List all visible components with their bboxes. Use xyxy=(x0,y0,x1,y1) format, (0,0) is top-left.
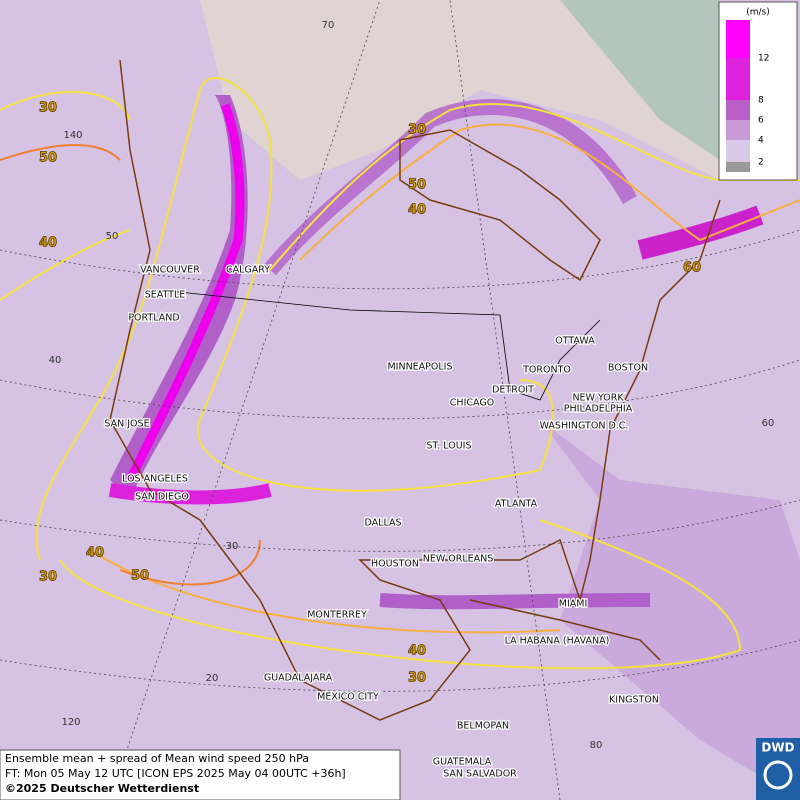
sea-north xyxy=(560,0,720,160)
border xyxy=(159,289,601,401)
spread-east xyxy=(540,420,800,800)
logo-icon xyxy=(763,760,793,790)
isotach-50b xyxy=(0,144,121,161)
jet-north xyxy=(263,99,637,276)
city-label: CALGARY xyxy=(226,265,270,276)
contour-label: 40 xyxy=(39,236,57,251)
swatch xyxy=(726,58,750,100)
city-label: MIAMI xyxy=(559,599,588,610)
contour-label: 50 xyxy=(39,151,57,166)
city-label: TORONTO xyxy=(522,365,571,376)
swatch xyxy=(726,140,750,162)
caption-time: FT: Mon 05 May 12 UTC [ICON EPS 2025 May… xyxy=(5,767,346,780)
contour-label: 30 xyxy=(39,101,57,116)
legend-tick: 12 xyxy=(758,54,769,64)
isotach-30b xyxy=(59,519,742,670)
city-label: NEW YORK xyxy=(572,393,624,404)
grid-label: 120 xyxy=(61,717,80,728)
contour-label: 30 xyxy=(408,671,426,686)
contour-label: 40 xyxy=(408,203,426,218)
grid-label: 20 xyxy=(206,673,219,684)
city-label: SAN SALVADOR xyxy=(443,769,517,780)
city-label: GUATEMALA xyxy=(433,757,492,768)
contour-label: 60 xyxy=(683,261,701,276)
grid-label: 70 xyxy=(322,20,335,31)
city-label: HOUSTON xyxy=(371,559,419,570)
contour-label: 30 xyxy=(39,570,57,585)
jet-south xyxy=(108,483,272,505)
grid-label: 140 xyxy=(63,130,82,141)
city-label: DETROIT xyxy=(492,385,534,396)
isotach-50 xyxy=(119,539,261,586)
legend-tick: 6 xyxy=(758,116,764,126)
city-label: MEXICO CITY xyxy=(317,692,379,703)
caption-title: Ensemble mean + spread of Mean wind spee… xyxy=(5,752,309,765)
caption-copyright: ©2025 Deutscher Wetterdienst xyxy=(5,782,199,795)
caption-box xyxy=(0,749,401,800)
city-label: NEW ORLEANS xyxy=(423,554,494,565)
swatch xyxy=(726,100,750,120)
isotach-30c xyxy=(269,103,800,271)
isotach-30 xyxy=(35,77,555,561)
logo-box xyxy=(756,738,800,800)
jet-ne xyxy=(637,205,764,260)
city-label: PORTLAND xyxy=(128,313,179,324)
logo: DWD xyxy=(761,741,794,755)
grid-label: 80 xyxy=(590,740,603,751)
swatch xyxy=(726,20,750,58)
coastlines xyxy=(109,59,721,721)
isotach-30d xyxy=(0,90,131,121)
city-label: DALLAS xyxy=(365,518,402,529)
contour-label: 40 xyxy=(408,644,426,659)
city-label: MINNEAPOLIS xyxy=(387,362,452,373)
land-north xyxy=(200,0,720,180)
city-label: PHILADELPHIA xyxy=(564,404,633,415)
city-label: ST. LOUIS xyxy=(427,441,472,452)
legend-tick: 8 xyxy=(758,96,764,106)
city-label: LOS ANGELES xyxy=(122,474,188,485)
city-label: BELMOPAN xyxy=(457,721,509,732)
grid-label: 30 xyxy=(226,541,239,552)
isotach-40c xyxy=(0,229,131,301)
city-label: CHICAGO xyxy=(450,398,494,409)
city-label: BOSTON xyxy=(608,363,648,374)
legend-tick: 4 xyxy=(758,136,764,146)
swatch xyxy=(726,120,750,140)
city-label: GUADALAJARA xyxy=(264,673,333,684)
legend-unit: (m/s) xyxy=(746,8,770,18)
city-label: LA HABANA (HAVANA) xyxy=(505,636,610,647)
city-label: SAN DIEGO xyxy=(135,492,189,503)
jet-gulf xyxy=(379,593,651,610)
grid-label: 50 xyxy=(106,231,119,242)
swatch xyxy=(726,162,750,172)
grid-label: 60 xyxy=(762,418,775,429)
contour-label: 30 xyxy=(408,123,426,138)
contour-label: 50 xyxy=(408,178,426,193)
contour-label: 40 xyxy=(86,546,104,561)
isotachs xyxy=(0,77,800,670)
isotach-40 xyxy=(299,123,800,261)
legend-tick: 2 xyxy=(758,158,764,168)
city-label: KINGSTON xyxy=(609,695,659,706)
city-label: MONTERREY xyxy=(307,610,367,621)
city-label: SAN JOSE xyxy=(104,419,149,430)
legend: (m/s) xyxy=(718,1,798,181)
city-label: WASHINGTON D.C. xyxy=(540,421,629,432)
city-label: VANCOUVER xyxy=(140,265,200,276)
city-label: OTTAWA xyxy=(555,336,595,347)
contour-label: 50 xyxy=(131,569,149,584)
jet-core xyxy=(125,103,245,483)
grid-label: 40 xyxy=(49,355,62,366)
city-label: SEATTLE xyxy=(145,290,186,301)
city-label: ATLANTA xyxy=(495,499,538,510)
